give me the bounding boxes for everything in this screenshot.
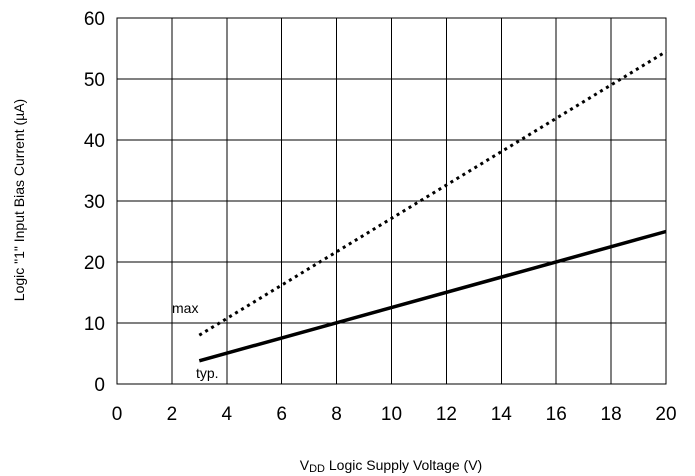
grid [116, 17, 667, 385]
x-tick-label-16: 16 [546, 404, 567, 425]
y-axis-title: Logic "1" Input Bias Current (µA) [11, 99, 27, 301]
plot-frame [116, 17, 667, 385]
series-label-max: max [172, 300, 198, 316]
y-tick-label-10: 10 [84, 314, 105, 335]
y-tick-label-20: 20 [84, 253, 105, 274]
x-axis-title-rest: Logic Supply Voltage (V) [325, 457, 482, 473]
x-tick-label-18: 18 [601, 404, 622, 425]
y-tick-label-60: 60 [84, 9, 105, 30]
y-tick-label-50: 50 [84, 70, 105, 91]
x-tick-label-8: 8 [331, 404, 342, 425]
x-tick-label-4: 4 [222, 404, 233, 425]
x-tick-label-12: 12 [436, 404, 457, 425]
x-tick-label-20: 20 [655, 404, 676, 425]
x-axis-title-subscript: DD [309, 463, 325, 475]
series-line-max [198, 50, 667, 337]
series-label-typ: typ. [196, 365, 219, 381]
y-tick-label-40: 40 [84, 131, 105, 152]
series-line-typ [198, 229, 667, 363]
x-tick-label-10: 10 [381, 404, 402, 425]
series-group [198, 50, 667, 363]
y-tick-label-30: 30 [84, 192, 105, 213]
x-tick-labels: 0 2 4 6 8 10 12 14 16 18 20 [112, 404, 677, 425]
x-axis-title-prefix: V [300, 457, 310, 473]
x-tick-label-0: 0 [112, 404, 123, 425]
x-tick-label-2: 2 [167, 404, 178, 425]
y-tick-label-0: 0 [94, 375, 105, 396]
x-tick-label-6: 6 [276, 404, 287, 425]
x-axis-title: VDD Logic Supply Voltage (V) [300, 457, 482, 475]
y-tick-labels: 0 10 20 30 40 50 60 [84, 9, 105, 396]
x-tick-label-14: 14 [491, 404, 513, 425]
